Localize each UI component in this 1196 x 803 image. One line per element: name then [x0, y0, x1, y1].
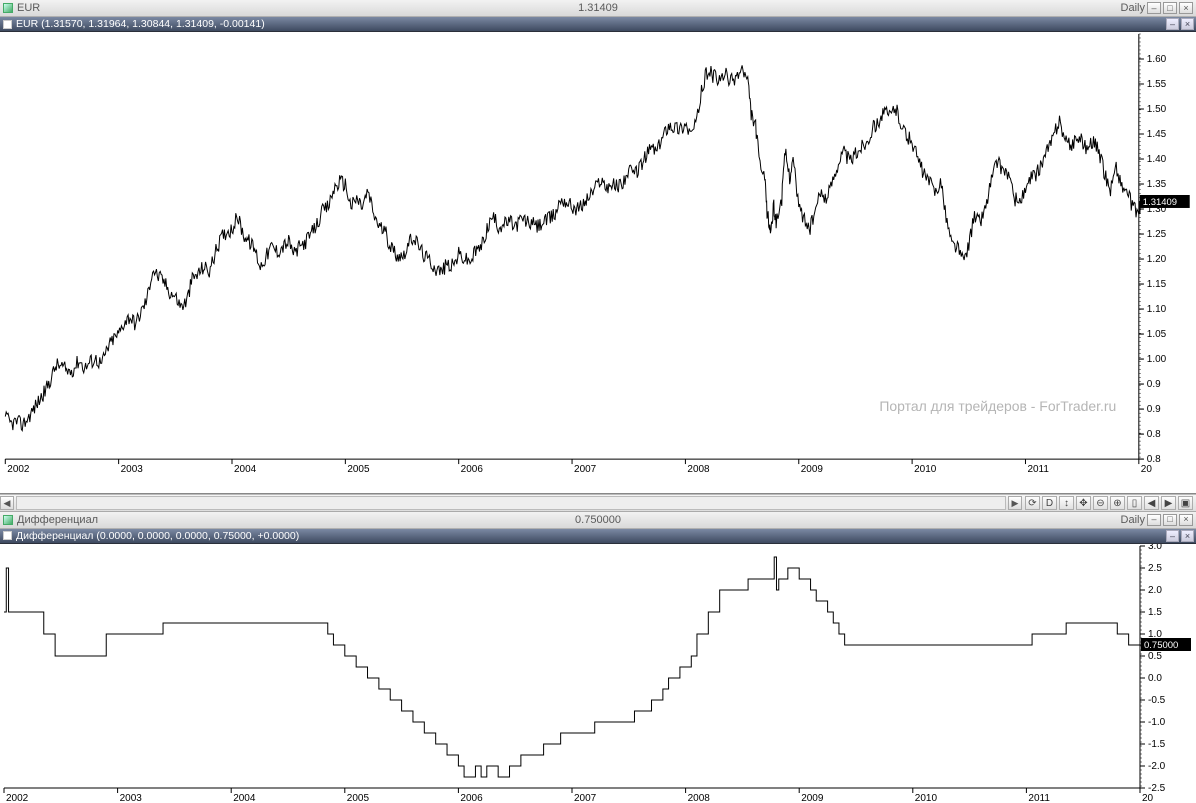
svg-text:1.05: 1.05 — [1147, 329, 1167, 340]
svg-text:2004: 2004 — [234, 464, 257, 475]
svg-text:-2.0: -2.0 — [1148, 761, 1166, 772]
svg-text:0.75000: 0.75000 — [1144, 640, 1178, 651]
svg-text:0.9: 0.9 — [1147, 379, 1161, 390]
tool-button-7[interactable]: ◀ — [1144, 496, 1159, 510]
panel2-chart[interactable]: -2.5-2.0-1.5-1.0-0.50.00.51.01.52.02.53.… — [0, 544, 1196, 803]
panel1-minimize-button[interactable]: – — [1147, 2, 1161, 14]
panel1-sub-header: EUR (1.31570, 1.31964, 1.30844, 1.31409,… — [0, 17, 1196, 32]
panel2-timeframe: Daily — [1121, 514, 1145, 526]
chart-toolbar: ◀ ▶ ⟳D↕✥⊖⊕▯◀▶▣ — [0, 494, 1196, 511]
panel1-close-button[interactable]: × — [1179, 2, 1193, 14]
svg-text:2008: 2008 — [688, 793, 711, 803]
svg-text:1.15: 1.15 — [1147, 279, 1167, 290]
panel2-center-value: 0.750000 — [575, 514, 621, 526]
svg-text:0.0: 0.0 — [1148, 673, 1162, 684]
panel2-title-bar: Дифференциал 0.750000 Daily – □ × — [0, 512, 1196, 529]
panel1-timeframe: Daily — [1121, 2, 1145, 14]
panel2-sub-icon — [3, 531, 12, 540]
svg-text:1.31409: 1.31409 — [1143, 197, 1177, 208]
svg-text:Портал для трейдеров - ForTrad: Портал для трейдеров - ForTrader.ru — [879, 399, 1116, 415]
toolbar-buttons: ⟳D↕✥⊖⊕▯◀▶▣ — [1022, 496, 1196, 510]
svg-text:2008: 2008 — [687, 464, 710, 475]
svg-text:2005: 2005 — [347, 464, 370, 475]
svg-text:2006: 2006 — [460, 793, 483, 803]
panel1-title-bar: EUR 1.31409 Daily – □ × — [0, 0, 1196, 17]
svg-text:2.0: 2.0 — [1148, 585, 1162, 596]
panel2-icon — [3, 515, 13, 525]
svg-text:2006: 2006 — [461, 464, 484, 475]
svg-text:1.00: 1.00 — [1147, 354, 1167, 365]
tool-button-4[interactable]: ⊖ — [1093, 496, 1108, 510]
svg-text:0.9: 0.9 — [1147, 404, 1161, 415]
svg-text:2007: 2007 — [574, 793, 597, 803]
panel2-title: Дифференциал — [17, 514, 98, 526]
svg-text:2.5: 2.5 — [1148, 563, 1162, 574]
svg-text:1.55: 1.55 — [1147, 79, 1167, 90]
panel2-sub-header: Дифференциал (0.0000, 0.0000, 0.0000, 0.… — [0, 529, 1196, 544]
svg-text:20: 20 — [1142, 793, 1154, 803]
tool-button-5[interactable]: ⊕ — [1110, 496, 1125, 510]
scroll-left-button[interactable]: ◀ — [0, 496, 14, 510]
panel2-chart-area: -2.5-2.0-1.5-1.0-0.50.00.51.01.52.02.53.… — [0, 544, 1196, 803]
svg-text:1.5: 1.5 — [1148, 607, 1162, 618]
svg-text:-0.5: -0.5 — [1148, 695, 1166, 706]
svg-text:1.25: 1.25 — [1147, 229, 1167, 240]
svg-text:2004: 2004 — [233, 793, 256, 803]
tool-button-1[interactable]: D — [1042, 496, 1057, 510]
svg-text:2009: 2009 — [801, 793, 824, 803]
svg-text:0.8: 0.8 — [1147, 429, 1161, 440]
tool-button-6[interactable]: ▯ — [1127, 496, 1142, 510]
svg-text:2010: 2010 — [914, 464, 937, 475]
panel1-maximize-button[interactable]: □ — [1163, 2, 1177, 14]
tool-button-2[interactable]: ↕ — [1059, 496, 1074, 510]
svg-text:-1.5: -1.5 — [1148, 739, 1166, 750]
svg-text:0.5: 0.5 — [1148, 651, 1162, 662]
panel1-icon — [3, 3, 13, 13]
svg-text:20: 20 — [1141, 464, 1153, 475]
panel1-sub-symbol: EUR — [16, 18, 38, 30]
panel2-close-button[interactable]: × — [1179, 514, 1193, 526]
svg-text:3.0: 3.0 — [1148, 544, 1162, 552]
tool-button-3[interactable]: ✥ — [1076, 496, 1091, 510]
panel2-sub-ohlc: (0.0000, 0.0000, 0.0000, 0.75000, +0.000… — [96, 530, 299, 542]
panel2-maximize-button[interactable]: □ — [1163, 514, 1177, 526]
tool-button-9[interactable]: ▣ — [1178, 496, 1193, 510]
horizontal-scrollbar[interactable] — [16, 496, 1006, 510]
panel1-sub-icon — [3, 20, 12, 29]
svg-text:2011: 2011 — [1027, 464, 1049, 475]
tool-button-0[interactable]: ⟳ — [1025, 496, 1040, 510]
svg-text:2005: 2005 — [347, 793, 370, 803]
svg-text:2003: 2003 — [121, 464, 144, 475]
svg-text:-1.0: -1.0 — [1148, 717, 1166, 728]
panel1-chart[interactable]: 0.80.80.90.91.001.051.101.151.201.251.30… — [0, 32, 1196, 493]
svg-text:1.20: 1.20 — [1147, 254, 1167, 265]
svg-text:1.60: 1.60 — [1147, 54, 1167, 65]
panel1-center-value: 1.31409 — [578, 2, 618, 14]
svg-text:1.40: 1.40 — [1147, 154, 1167, 165]
panel2-minimize-button[interactable]: – — [1147, 514, 1161, 526]
svg-text:1.10: 1.10 — [1147, 304, 1167, 315]
svg-text:1.50: 1.50 — [1147, 104, 1167, 115]
scroll-right-button[interactable]: ▶ — [1008, 496, 1022, 510]
svg-text:2011: 2011 — [1028, 793, 1050, 803]
panel1-title: EUR — [17, 2, 40, 14]
panel1-sub-ohlc: (1.31570, 1.31964, 1.30844, 1.31409, -0.… — [41, 18, 265, 30]
panel2-sub-close[interactable]: × — [1181, 530, 1194, 542]
tool-button-8[interactable]: ▶ — [1161, 496, 1176, 510]
svg-text:2007: 2007 — [574, 464, 597, 475]
svg-text:2010: 2010 — [915, 793, 938, 803]
panel1-sub-minimize[interactable]: – — [1166, 18, 1179, 30]
panel1-sub-close[interactable]: × — [1181, 18, 1194, 30]
panel1-chart-area: 0.80.80.90.91.001.051.101.151.201.251.30… — [0, 32, 1196, 494]
svg-text:1.35: 1.35 — [1147, 179, 1167, 190]
svg-text:2003: 2003 — [120, 793, 143, 803]
svg-text:2009: 2009 — [801, 464, 824, 475]
svg-text:1.45: 1.45 — [1147, 129, 1167, 140]
svg-text:2002: 2002 — [6, 793, 29, 803]
panel2-sub-symbol: Дифференциал — [16, 530, 93, 542]
panel2-sub-minimize[interactable]: – — [1166, 530, 1179, 542]
svg-text:2002: 2002 — [7, 464, 30, 475]
